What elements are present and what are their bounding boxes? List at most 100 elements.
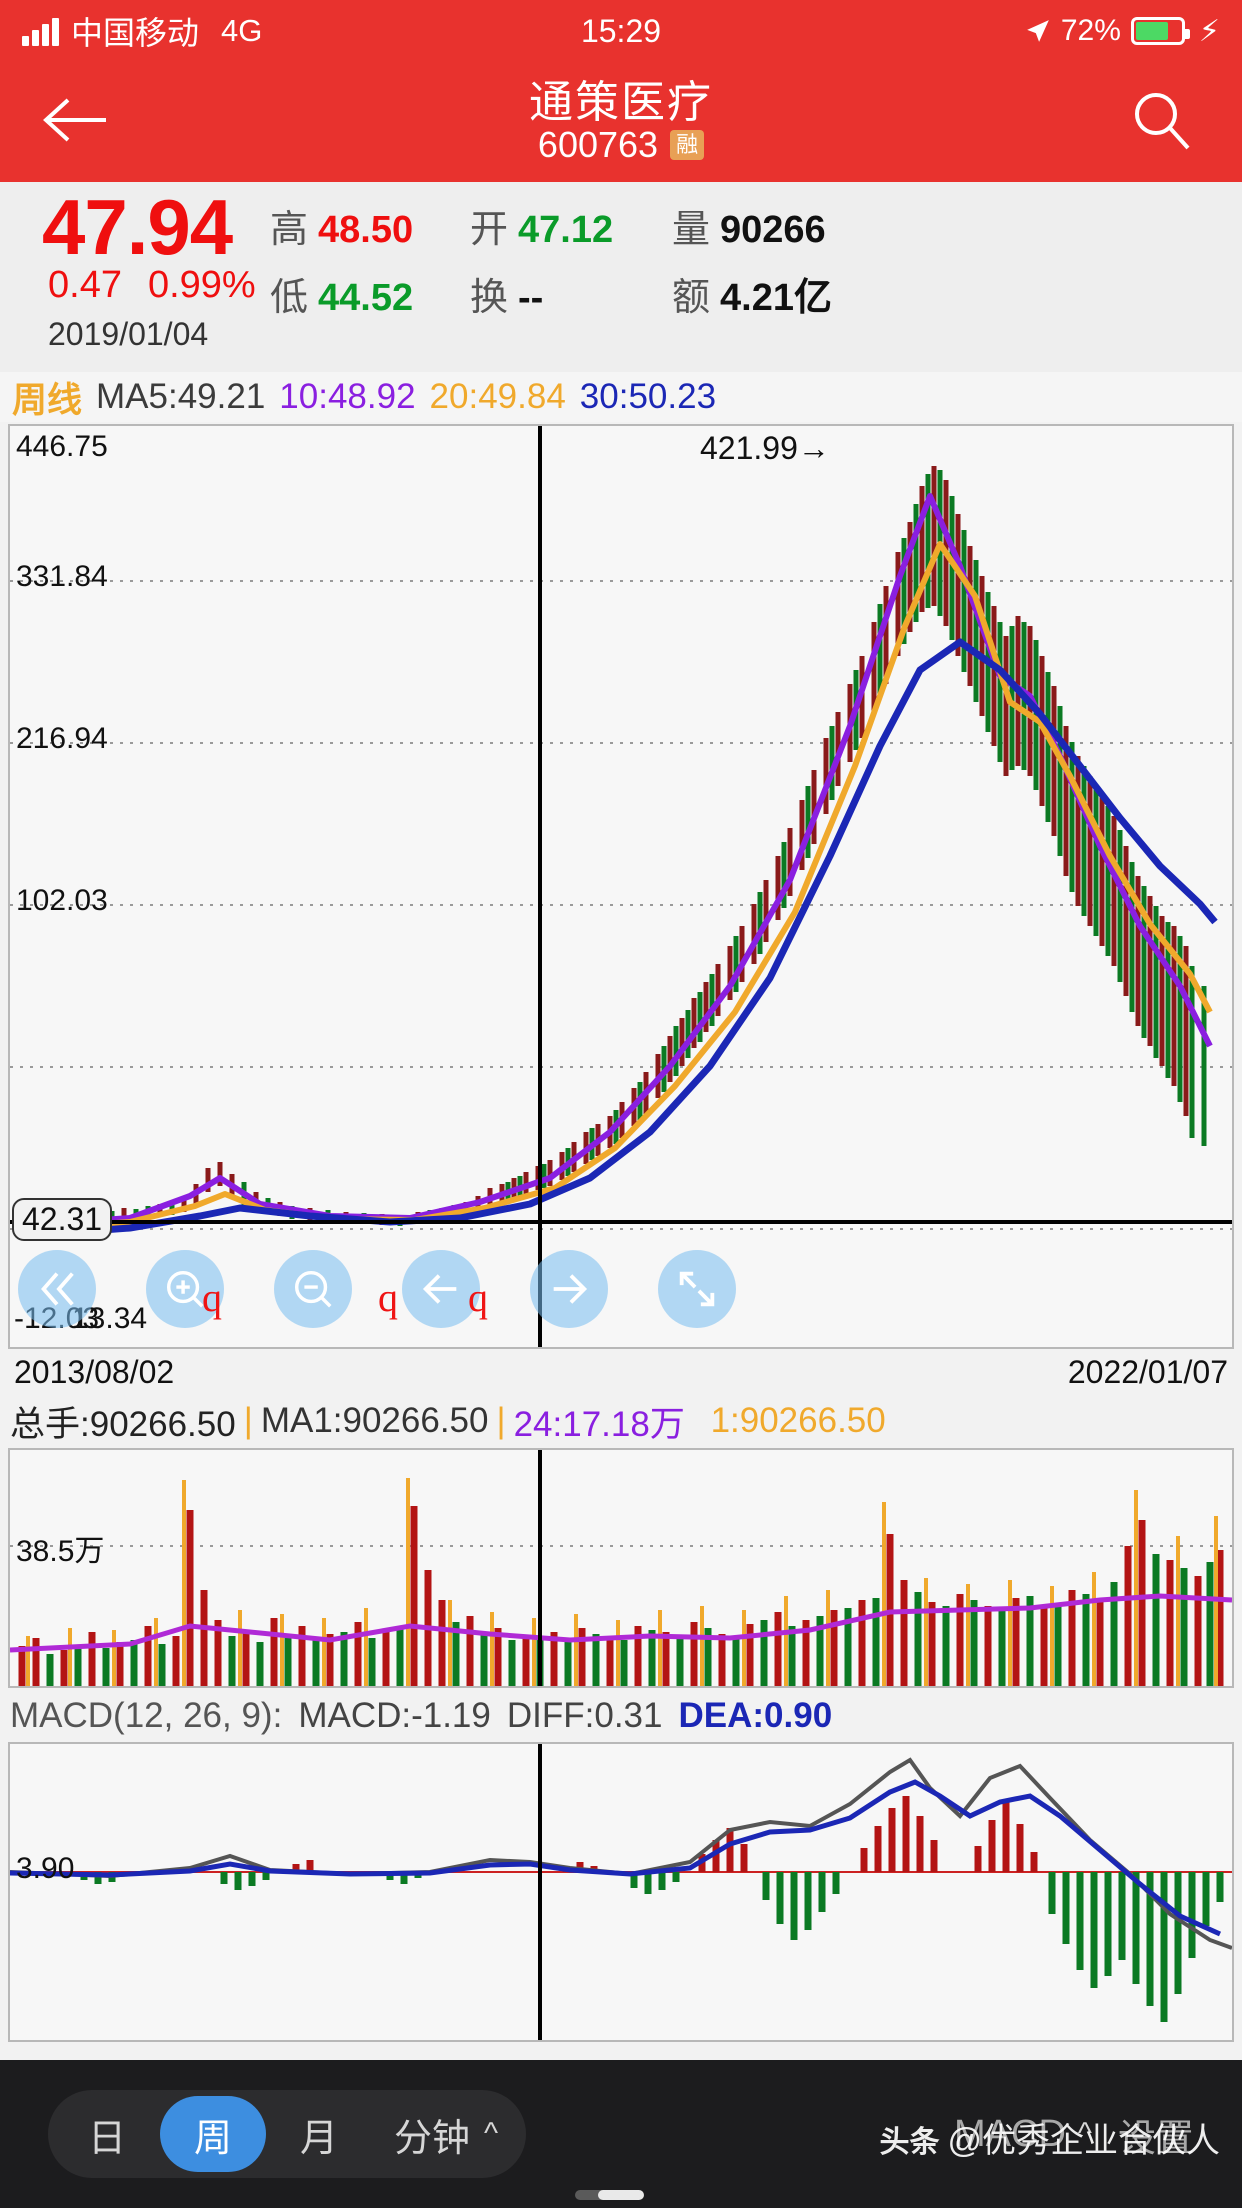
quote-date: 2019/01/04	[48, 316, 209, 352]
stat-turnover-label: 换	[470, 277, 509, 319]
battery-percent-label: 72%	[1060, 14, 1121, 47]
kline-indicator-header: 周线 MA5:49.21 10:48.92 20:49.84 30:50.23	[0, 372, 1242, 422]
dividend-mark: q	[202, 1275, 222, 1320]
period-label: 周线	[12, 380, 83, 420]
volume-total-label: 总手:90266.50	[10, 1404, 236, 1444]
price-change-pct: 0.99%	[147, 264, 256, 306]
volume-1-label: 1:90266.50	[710, 1401, 886, 1440]
fullscreen-button[interactable]	[658, 1250, 736, 1328]
volume-24-label: 24:17.18万	[513, 1404, 685, 1444]
macd-canvas	[10, 1744, 1232, 2040]
kline-date-axis: 2013/08/02 2022/01/07	[8, 1352, 1234, 1400]
stat-open: 开 47.12	[470, 198, 613, 253]
stat-open-label: 开	[470, 209, 509, 251]
period-minute-label: 分钟	[394, 2117, 471, 2160]
period-day-tab[interactable]: 日	[87, 2117, 126, 2160]
volume-sep-1: |	[243, 1401, 253, 1440]
macd-name-label: MACD(12, 26, 9):	[10, 1696, 283, 1735]
page-title: 通策医疗	[529, 78, 713, 127]
minus-magnifier-icon	[294, 1270, 332, 1308]
ma30-label: 30:50.23	[579, 377, 717, 416]
chevron-up-icon: ^	[484, 2117, 499, 2150]
volume-canvas	[10, 1450, 1232, 1686]
rewind-button[interactable]	[18, 1250, 96, 1328]
status-bar-right: 72% ⚡	[1025, 14, 1220, 49]
stat-low-value: 44.52	[318, 277, 414, 319]
date-end-label: 2022/01/07	[1067, 1354, 1228, 1390]
margin-trading-badge: 融	[670, 130, 705, 160]
arrow-right-icon	[553, 1274, 588, 1304]
bolt-icon: ⚡	[1198, 14, 1220, 48]
volume-sep-2: |	[496, 1401, 506, 1440]
stat-volume-value: 90266	[720, 209, 826, 251]
settings-button[interactable]: 设置	[1118, 2107, 1194, 2162]
volume-ma1-label: MA1:90266.50	[260, 1401, 489, 1440]
price-change-row: 0.47 0.99%	[48, 264, 256, 307]
indicator-label: MACD	[954, 2112, 1066, 2155]
stat-high-value: 48.50	[318, 209, 414, 251]
ma10-label: 10:48.92	[279, 377, 416, 416]
stat-amount-value: 4.21亿	[720, 277, 832, 319]
kline-chart-panel[interactable]: 446.75 331.84 216.94 102.03 42.31 -12.03…	[8, 424, 1234, 1349]
stat-low-label: 低	[270, 277, 309, 319]
macd-value-label: MACD:-1.19	[298, 1696, 491, 1735]
location-arrow-icon	[1027, 20, 1049, 42]
dividend-mark: q	[468, 1275, 488, 1320]
peak-price-annotation: 421.99→	[700, 430, 830, 466]
home-indicator	[598, 2190, 644, 2200]
crosshair-price-tag: 42.31	[12, 1198, 113, 1241]
volume-chart-panel[interactable]: 38.5万	[8, 1448, 1234, 1688]
ma5-label: MA5:49.21	[96, 377, 266, 416]
plus-magnifier-icon	[166, 1270, 204, 1308]
dividend-mark: q	[378, 1275, 398, 1320]
kline-canvas	[10, 426, 1232, 1347]
bottom-toolbar: 日 周 月 分钟 ^ MACD ^ 设置 头条 @优秀企业合伙人	[0, 2060, 1242, 2208]
arrow-left-icon	[422, 1274, 457, 1304]
price-change-abs: 0.47	[48, 264, 122, 306]
pan-left-button[interactable]	[402, 1250, 480, 1328]
stat-amount-label: 额	[672, 277, 711, 319]
status-bar: 中国移动 4G 15:29 72% ⚡	[0, 0, 1242, 62]
quote-panel: 47.94 0.47 0.99% 2019/01/04 高 48.50 低 44.5…	[0, 182, 1242, 372]
period-minute-tab[interactable]: 分钟 ^	[372, 2096, 520, 2172]
indicator-selector[interactable]: MACD ^	[954, 2113, 1092, 2156]
period-segmented-control: 日 周 月 分钟 ^	[48, 2090, 527, 2178]
home-indicator-left	[575, 2190, 615, 2200]
stat-low: 低 44.52	[270, 266, 413, 321]
stat-open-value: 47.12	[518, 209, 614, 251]
back-arrow-icon[interactable]	[40, 90, 110, 150]
volume-indicator-header: 总手:90266.50 | MA1:90266.50 | 24:17.18万 1…	[0, 1396, 1242, 1446]
stat-turnover-rate: 换 --	[470, 266, 543, 321]
period-week-tab[interactable]: 周	[160, 2096, 266, 2172]
toolbar-right-controls: MACD ^ 设置	[954, 2107, 1242, 2162]
battery-icon	[1130, 17, 1190, 45]
chevron-up-icon: ^	[1077, 2117, 1092, 2150]
navigation-bar: 通策医疗 600763 融	[0, 62, 1242, 182]
zoom-in-button[interactable]	[146, 1250, 224, 1328]
stat-high: 高 48.50	[270, 198, 413, 253]
settings-label: 设置	[1117, 2117, 1194, 2160]
period-month-tab[interactable]: 月	[299, 2117, 338, 2160]
ma20-label: 20:49.84	[429, 377, 566, 416]
network-type-label: 4G	[221, 13, 263, 48]
expand-diagonal-icon	[679, 1271, 715, 1307]
carrier-label: 中国移动	[71, 15, 200, 51]
last-price: 47.94	[42, 183, 233, 271]
status-bar-left: 中国移动 4G	[22, 8, 262, 54]
stat-high-label: 高	[270, 209, 309, 251]
macd-chart-panel[interactable]: 3.90	[8, 1742, 1234, 2042]
watermark-badge: 头条	[879, 2126, 940, 2159]
stock-code-row: 600763 融	[0, 124, 1242, 166]
volume-sep-3	[693, 1401, 703, 1441]
stock-code-label: 600763	[537, 124, 659, 165]
zoom-out-button[interactable]	[274, 1250, 352, 1328]
macd-indicator-header: MACD(12, 26, 9): MACD:-1.19 DIFF:0.31 DE…	[0, 1692, 1242, 1740]
stat-amount: 额 4.21亿	[672, 266, 832, 321]
stat-volume: 量 90266	[672, 198, 826, 253]
stat-turnover-value: --	[518, 277, 544, 319]
pan-right-button[interactable]	[530, 1250, 608, 1328]
stat-volume-label: 量	[672, 209, 711, 251]
date-start-label: 2013/08/02	[14, 1354, 175, 1390]
search-icon[interactable]	[1130, 88, 1194, 152]
